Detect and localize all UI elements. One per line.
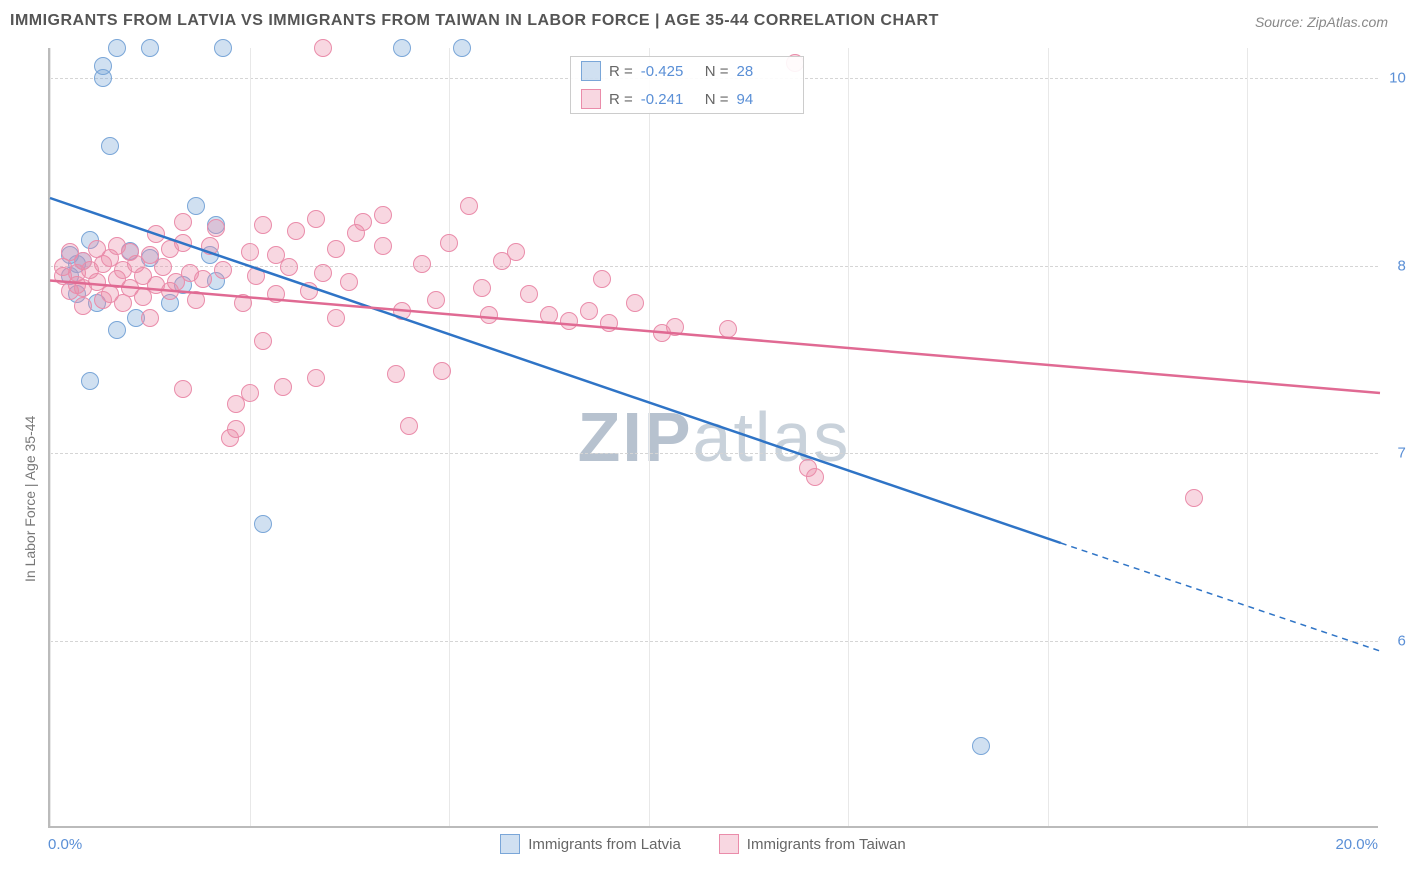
stat-n-latvia: 28 [737, 63, 793, 80]
correlation-chart: IMMIGRANTS FROM LATVIA VS IMMIGRANTS FRO… [0, 0, 1406, 892]
stat-r-label: R = [609, 63, 633, 80]
legend-item-taiwan: Immigrants from Taiwan [719, 834, 906, 854]
plot-area: ZIPatlas 62.5%75.0%87.5%100.0% [48, 48, 1378, 828]
stat-n-label: N = [705, 63, 729, 80]
swatch-latvia-icon [581, 61, 601, 81]
swatch-taiwan-icon [581, 89, 601, 109]
trend-lines [50, 48, 1380, 828]
y-tick-label: 75.0% [1397, 445, 1406, 462]
swatch-taiwan-icon [719, 834, 739, 854]
legend-item-latvia: Immigrants from Latvia [500, 834, 681, 854]
legend-label-latvia: Immigrants from Latvia [528, 836, 681, 853]
chart-title: IMMIGRANTS FROM LATVIA VS IMMIGRANTS FRO… [10, 12, 939, 30]
swatch-latvia-icon [500, 834, 520, 854]
stat-r-latvia: -0.425 [641, 63, 697, 80]
y-axis-label: In Labor Force | Age 35-44 [22, 416, 38, 582]
source-attribution: Source: ZipAtlas.com [1255, 14, 1388, 30]
stat-n-taiwan: 94 [737, 91, 793, 108]
y-tick-label: 62.5% [1397, 632, 1406, 649]
y-tick-label: 100.0% [1389, 70, 1406, 87]
legend-label-taiwan: Immigrants from Taiwan [747, 836, 906, 853]
stats-row-taiwan: R = -0.241 N = 94 [571, 85, 803, 113]
stat-n-label: N = [705, 91, 729, 108]
stat-r-taiwan: -0.241 [641, 91, 697, 108]
y-tick-label: 87.5% [1397, 257, 1406, 274]
stats-row-latvia: R = -0.425 N = 28 [571, 57, 803, 85]
stats-legend: R = -0.425 N = 28 R = -0.241 N = 94 [570, 56, 804, 114]
stat-r-label: R = [609, 91, 633, 108]
series-legend: Immigrants from Latvia Immigrants from T… [0, 834, 1406, 854]
